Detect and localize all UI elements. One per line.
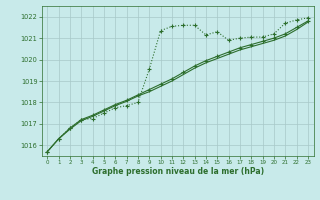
X-axis label: Graphe pression niveau de la mer (hPa): Graphe pression niveau de la mer (hPa) <box>92 167 264 176</box>
